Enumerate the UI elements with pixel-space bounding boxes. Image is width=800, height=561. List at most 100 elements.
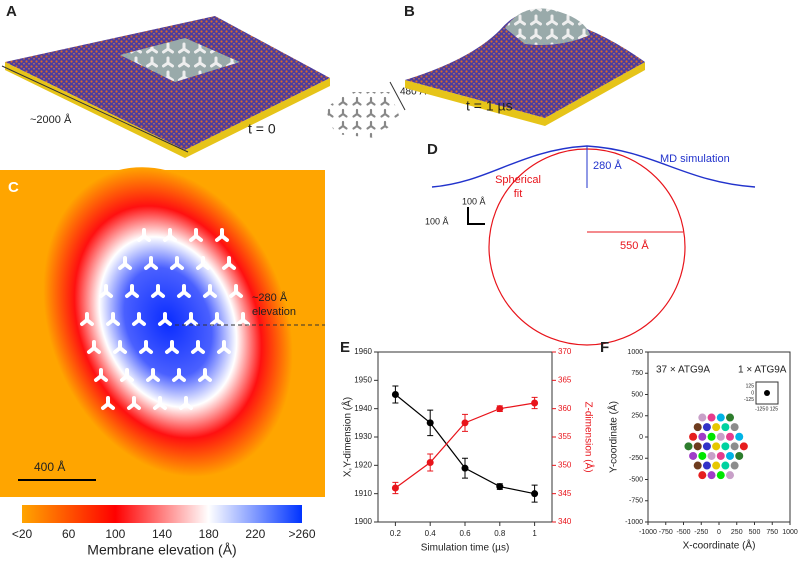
- colorbar-label: Membrane elevation (Å): [87, 542, 236, 558]
- protein-position: [735, 432, 744, 441]
- footprint: [101, 396, 115, 410]
- footprint: [151, 284, 165, 298]
- scale-label: 400 Å: [34, 459, 65, 474]
- protein-position: [702, 442, 711, 451]
- data-point: [496, 483, 504, 491]
- time-label: t = 1 µs: [466, 98, 513, 114]
- protein-position: [730, 461, 739, 470]
- x-tick-label: 0.4: [425, 529, 437, 538]
- footprint: [165, 340, 179, 354]
- colorbar-tick-label: 180: [199, 527, 219, 541]
- y2-tick-label: 355: [558, 432, 572, 441]
- footprint: [106, 312, 120, 326]
- y-tick-label: 1000: [627, 349, 643, 356]
- protein-position: [702, 423, 711, 432]
- panel-label: A: [6, 3, 17, 20]
- panel-d: D 280 Å MD simulation Spherical fit 550 …: [425, 141, 756, 346]
- x-axis-label: Simulation time (µs): [421, 543, 510, 554]
- fit-label: Spherical: [495, 174, 541, 186]
- footprint: [222, 256, 236, 270]
- protein-position: [712, 423, 721, 432]
- panel-label: E: [340, 339, 350, 356]
- x-tick-label: -750: [659, 529, 673, 536]
- protein-position: [684, 442, 693, 451]
- protein-position: [726, 451, 735, 460]
- inset-y-tick-label: 125: [746, 383, 755, 389]
- x-tick-label: 500: [749, 529, 761, 536]
- protein-lattice: [120, 38, 240, 82]
- colorbar-tick-label: >260: [288, 527, 315, 541]
- footprint: [198, 368, 212, 382]
- panel-label: F: [600, 339, 609, 356]
- protein-position: [707, 471, 716, 480]
- series-line: [395, 394, 535, 495]
- protein-position: [726, 413, 735, 422]
- colorbar: [22, 505, 302, 523]
- y-tick-label: 1930: [354, 432, 372, 441]
- x-tick-label: 0.8: [494, 529, 506, 538]
- height-label: 280 Å: [593, 159, 622, 172]
- y-tick-label: -1000: [625, 519, 643, 526]
- protein-position: [716, 471, 725, 480]
- x-tick-label: 750: [766, 529, 778, 536]
- y-tick-label: 1910: [354, 489, 372, 498]
- protein-position: [689, 432, 698, 441]
- y-tick-label: 1960: [354, 347, 372, 356]
- y-axis-label: X,Y-dimension (Å): [341, 397, 354, 477]
- membrane: [5, 16, 330, 150]
- scale-label: ~2000 Å: [30, 113, 72, 126]
- data-point: [426, 419, 434, 427]
- protein-position: [698, 451, 707, 460]
- inset-annotation: 1 × ATG9A: [738, 365, 787, 376]
- panel-label: B: [404, 3, 415, 20]
- annotation: 37 × ATG9A: [656, 365, 710, 376]
- protein-position: [698, 471, 707, 480]
- protein-position: [712, 461, 721, 470]
- y-tick-label: -500: [629, 476, 643, 483]
- y-tick-label: 1940: [354, 404, 372, 413]
- inset-position: [764, 390, 770, 396]
- footprint: [146, 368, 160, 382]
- y-tick-label: 750: [631, 370, 643, 377]
- protein-position: [716, 451, 725, 460]
- panel-c: ~280 Å elevation 400 Å C Membrane elevat…: [0, 167, 325, 558]
- protein-position: [716, 432, 725, 441]
- colorbar-tick-label: 140: [152, 527, 172, 541]
- x-tick-label: 1000: [782, 529, 798, 536]
- protein-position: [716, 413, 725, 422]
- protein-position: [689, 451, 698, 460]
- protein-position: [730, 423, 739, 432]
- protein-position: [735, 451, 744, 460]
- protein-lattice: [505, 8, 590, 45]
- protein-position: [712, 442, 721, 451]
- panel-b: B t = 1 µs: [404, 3, 645, 126]
- x-axis-label: X-coordinate (Å): [683, 539, 756, 552]
- protein-position: [726, 432, 735, 441]
- inset-x-tick-label: 0: [766, 406, 769, 412]
- y2-tick-label: 350: [558, 460, 572, 469]
- y-tick-label: 1920: [354, 460, 372, 469]
- scale-x-label: 100 Å: [462, 196, 486, 206]
- y2-tick-label: 360: [558, 404, 572, 413]
- footprint: [132, 312, 146, 326]
- y-tick-label: 0: [639, 434, 643, 441]
- protein-position: [707, 451, 716, 460]
- y2-tick-label: 340: [558, 517, 572, 526]
- y-axis-label: Y-coordinate (Å): [607, 401, 620, 473]
- inset-x-tick-label: 125: [770, 406, 779, 412]
- x-tick-label: -500: [676, 529, 690, 536]
- colorbar-tick-label: 100: [105, 527, 125, 541]
- footprint: [163, 228, 177, 242]
- footprint: [87, 340, 101, 354]
- footprint: [191, 340, 205, 354]
- y2-tick-label: 370: [558, 347, 572, 356]
- footprint: [137, 228, 151, 242]
- protein-position: [707, 432, 716, 441]
- time-label: t = 0: [248, 121, 276, 137]
- plot-frame: [377, 351, 553, 523]
- footprint: [127, 396, 141, 410]
- y-tick-label: -750: [629, 498, 643, 505]
- data-point: [531, 399, 539, 407]
- footprint: [177, 284, 191, 298]
